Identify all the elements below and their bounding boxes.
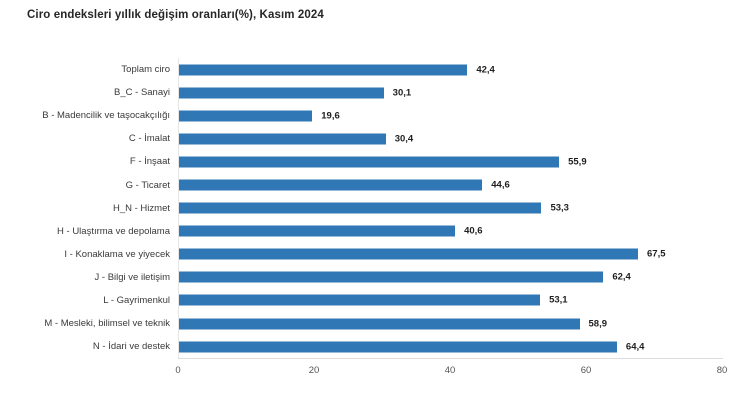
value-label: 53,1 [549,294,568,306]
value-label: 19,6 [321,110,340,122]
bar-row: B_C - Sanayi 30,1 [0,81,750,105]
bar-track: 42,4 [178,58,723,82]
category-label: H - Ulaştırma ve depolama [57,225,170,237]
bar-track: 62,4 [178,265,723,289]
bar-track: 53,3 [178,196,723,220]
x-axis-tick-label: 60 [580,365,592,376]
bar-row: B - Madencilik ve taşocakçılığı 19,6 [0,104,750,128]
bar[interactable] [179,156,560,168]
bar-row: G - Ticaret 44,6 [0,173,750,197]
bar-row: N - İdari ve destek 64,4 [0,335,750,359]
category-label: M - Mesleki, bilimsel ve teknik [44,318,170,330]
bar[interactable] [179,110,313,122]
bar[interactable] [179,294,541,306]
category-label: J - Bilgi ve iletişim [94,271,171,283]
bar-track: 30,1 [178,81,723,105]
bar[interactable] [179,271,604,283]
value-label: 62,4 [612,271,631,283]
bar-chart-plot-area: Toplam ciro 42,4 B_C - Sanayi 30,1 B - Maden… [0,58,750,359]
bar-track: 19,6 [178,104,723,128]
category-label: C - İmalat [128,133,170,145]
bar[interactable] [179,202,542,214]
value-label: 58,9 [588,318,608,330]
bar-track: 53,1 [178,288,723,313]
bar-row: C - İmalat 30,4 [0,127,750,151]
category-label: B_C - Sanayi [114,87,170,99]
bar-row: F - İnşaat 55,9 [0,150,750,174]
category-label: L - Gayrimenkul [103,294,170,306]
value-label: 42,4 [476,64,495,76]
bar-track: 44,6 [178,173,723,197]
bar-track: 55,9 [178,150,723,174]
x-axis-tick-label: 0 [175,365,181,376]
bar-row: M - Mesleki, bilimsel ve teknik 58,9 [0,312,750,336]
bar-row: H_N - Hizmet 53,3 [0,196,750,220]
category-label: N - İdari ve destek [92,341,170,353]
bar[interactable] [179,248,638,260]
value-label: 30,4 [394,133,414,145]
bar-row: J - Bilgi ve iletişim 62,4 [0,265,750,289]
bar[interactable] [179,318,580,330]
value-label: 40,6 [464,225,483,237]
bar[interactable] [179,179,483,191]
category-label: F - İnşaat [129,156,170,168]
bar-row: H - Ulaştırma ve depolama 40,6 [0,219,750,243]
value-label: 30,1 [392,87,412,99]
x-axis: 0 20 40 60 80 [175,365,727,379]
x-axis-tick-label: 80 [716,365,728,376]
value-label: 67,5 [647,248,666,260]
x-axis-line [178,358,723,359]
category-label: I - Konaklama ve yiyecek [64,248,170,260]
bar-track: 40,6 [178,219,723,243]
value-label: 44,6 [491,179,510,191]
bar-row: I - Konaklama ve yiyecek 67,5 [0,242,750,266]
chart-title: Ciro endeksleri yıllık değişim oranları(… [27,9,324,21]
category-label: Toplam ciro [121,64,170,76]
value-label: 64,4 [625,341,645,353]
x-axis-tick-label: 20 [308,365,320,376]
bar[interactable] [179,87,384,99]
category-label: G - Ticaret [125,179,170,191]
value-label: 53,3 [550,202,569,214]
bar-track: 67,5 [178,242,723,266]
bar-track: 58,9 [178,312,723,336]
bar[interactable] [179,341,617,353]
category-label: H_N - Hizmet [112,202,170,214]
bar-track: 30,4 [178,127,723,151]
bar-row: L - Gayrimenkul 53,1 [0,288,750,313]
category-label: B - Madencilik ve taşocakçılığı [42,110,170,122]
x-axis-tick-label: 40 [444,365,456,376]
bar[interactable] [179,225,456,237]
bar[interactable] [179,133,386,145]
bar-row: Toplam ciro 42,4 [0,58,750,82]
bar-track: 64,4 [178,335,723,359]
bar[interactable] [179,64,468,76]
value-label: 55,9 [568,156,587,168]
